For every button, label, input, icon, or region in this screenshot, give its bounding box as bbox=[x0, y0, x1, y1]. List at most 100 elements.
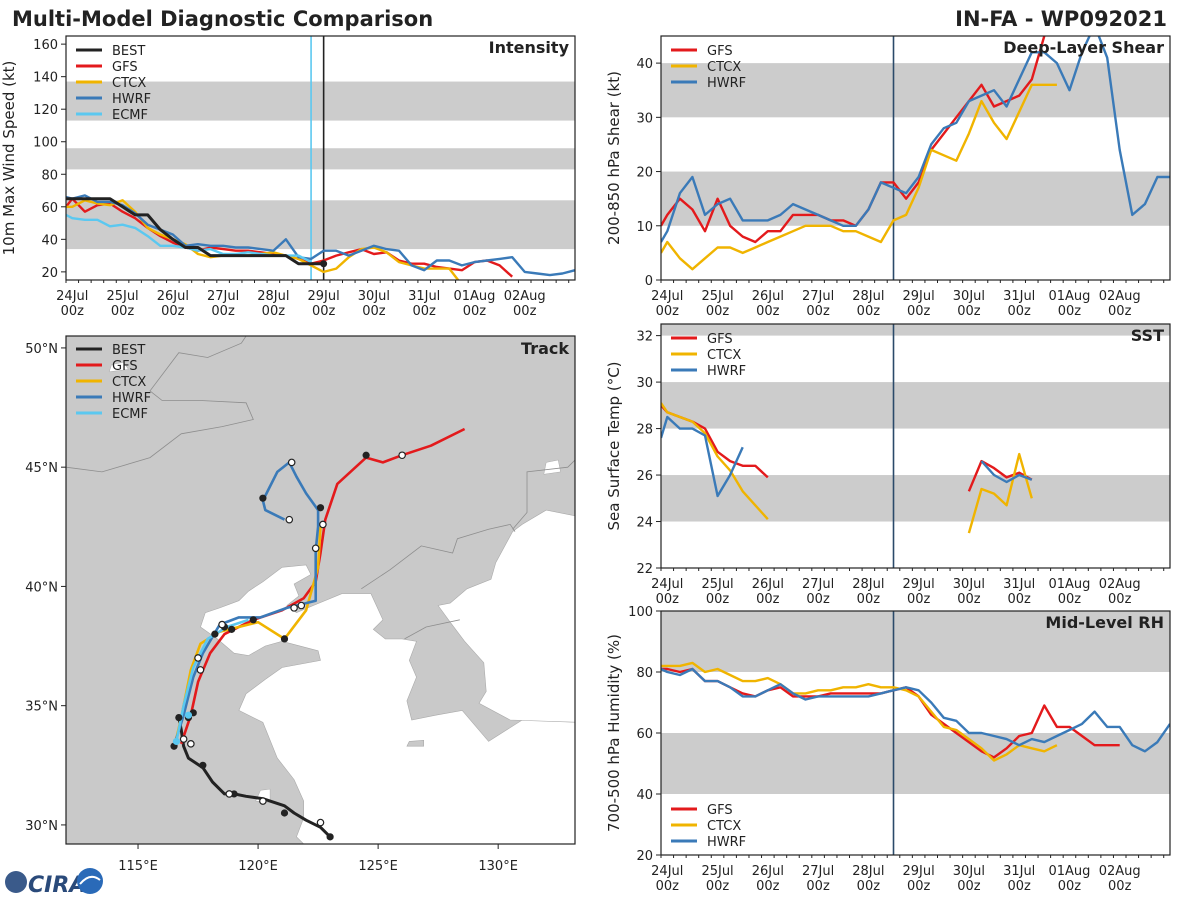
sst-xtick-hour-3: 00z bbox=[806, 592, 830, 607]
country-border-3 bbox=[512, 459, 575, 530]
sst-xtick-hour-5: 00z bbox=[907, 592, 931, 607]
track-marker-open-0 bbox=[316, 818, 325, 827]
intensity-best-last-point bbox=[320, 260, 328, 268]
rh-panel: 20 40 60 80 100 700-500 hPa Humidity (%) 24Jul… bbox=[605, 605, 1171, 894]
lake-khanka bbox=[543, 459, 561, 475]
sst-xtick-day-7: 31Jul bbox=[1003, 577, 1035, 592]
intensity-ytick-label-0: 20 bbox=[41, 266, 58, 281]
sst-legend-label-hwrf: HWRF bbox=[707, 364, 746, 379]
intensity-xtick-hour-0: 00z bbox=[61, 304, 85, 319]
shear-xtick-day-9: 02Aug bbox=[1099, 289, 1141, 304]
intensity-xtick-hour-7: 00z bbox=[412, 304, 436, 319]
sst-xtick-day-3: 27Jul bbox=[802, 577, 834, 592]
shear-ytick-label-0: 0 bbox=[645, 274, 653, 289]
sst-ytick-label-3: 28 bbox=[636, 423, 653, 438]
country-border-2 bbox=[404, 619, 460, 640]
sst-series-hwrf-2 bbox=[661, 415, 744, 498]
rh-ytick-label-3: 80 bbox=[636, 666, 653, 681]
intensity-panel: 20 40 60 80 100 120 140 160 10m Max Wind Speed (… bbox=[0, 35, 576, 319]
rh-ytick-label-1: 40 bbox=[636, 788, 653, 803]
sst-frame bbox=[660, 323, 1171, 569]
intensity-legend-label-ctcx: CTCX bbox=[112, 76, 146, 91]
intensity-band-2 bbox=[66, 81, 575, 121]
track-ytick-label-0: 30°N bbox=[25, 819, 58, 834]
lake-hulun bbox=[108, 361, 129, 373]
track-marker-open-4 bbox=[196, 666, 205, 674]
rh-xtick-day-7: 31Jul bbox=[1003, 864, 1035, 879]
shear-ytick-label-2: 20 bbox=[636, 166, 653, 181]
sst-series-gfs-3 bbox=[967, 459, 1033, 492]
sst-band-1 bbox=[661, 382, 1170, 429]
shear-xtick-hour-7: 00z bbox=[1007, 304, 1031, 319]
track-marker-open-10 bbox=[311, 544, 320, 553]
rh-plot-area bbox=[661, 611, 1170, 855]
track-marker-closed-0 bbox=[326, 833, 334, 841]
track-marker-open-2 bbox=[225, 790, 234, 798]
track-marker-open-5 bbox=[194, 654, 202, 662]
track-ytick-label-4: 50°N bbox=[25, 342, 58, 357]
intensity-xtick-day-0: 24Jul bbox=[56, 289, 88, 304]
rh-xtick-hour-2: 00z bbox=[756, 879, 780, 894]
shear-frame bbox=[660, 35, 1171, 281]
shear-band-1 bbox=[661, 63, 1170, 118]
track-xtick-label-2: 125°E bbox=[358, 859, 398, 874]
sst-xtick-day-9: 02Aug bbox=[1099, 577, 1141, 592]
shear-ytick-label-4: 40 bbox=[636, 57, 653, 72]
track-marker-open-6 bbox=[218, 620, 226, 629]
intensity-xtick-day-2: 26Jul bbox=[157, 289, 189, 304]
rh-ytick-label-0: 20 bbox=[636, 849, 653, 864]
sst-xtick-hour-2: 00z bbox=[756, 592, 780, 607]
rh-ytick-label-2: 60 bbox=[636, 727, 653, 742]
sst-xtick-day-8: 01Aug bbox=[1048, 577, 1090, 592]
sst-xtick-hour-7: 00z bbox=[1007, 592, 1031, 607]
shear-xtick-day-0: 24Jul bbox=[651, 289, 683, 304]
track-marker-closed-12 bbox=[316, 504, 325, 512]
intensity-xtick-day-8: 01Aug bbox=[453, 289, 495, 304]
intensity-series-hwrf-2 bbox=[66, 194, 575, 277]
track-ytick-label-1: 35°N bbox=[25, 700, 58, 715]
intensity-xtick-day-9: 02Aug bbox=[504, 289, 546, 304]
country-border-0 bbox=[66, 336, 254, 473]
sst-band-2 bbox=[661, 324, 1170, 336]
sst-xtick-day-4: 28Jul bbox=[852, 577, 884, 592]
intensity-legend-label-ecmf: ECMF bbox=[112, 108, 148, 123]
intensity-xtick-hour-9: 00z bbox=[513, 304, 537, 319]
shear-xtick-hour-4: 00z bbox=[857, 304, 881, 319]
sst-plot-bg bbox=[661, 324, 1170, 568]
rh-xtick-hour-3: 00z bbox=[806, 879, 830, 894]
track-marker-closed-11 bbox=[280, 635, 289, 643]
track-marker-ecmf-1 bbox=[184, 711, 193, 719]
rh-xtick-hour-7: 00z bbox=[1007, 879, 1031, 894]
shear-xtick-hour-1: 00z bbox=[706, 304, 730, 319]
intensity-ytick-label-7: 160 bbox=[33, 38, 58, 53]
track-marker-closed-4 bbox=[175, 713, 183, 722]
track-legend-label-ecmf: ECMF bbox=[112, 407, 148, 422]
sst-xtick-hour-4: 00z bbox=[857, 592, 881, 607]
shear-xtick-day-4: 28Jul bbox=[852, 289, 884, 304]
track-marker-closed-1 bbox=[280, 809, 289, 817]
track-marker-closed-3 bbox=[199, 761, 207, 769]
rh-xtick-day-8: 01Aug bbox=[1048, 864, 1090, 879]
shear-xtick-hour-0: 00z bbox=[656, 304, 680, 319]
sst-ytick-label-5: 32 bbox=[636, 330, 653, 345]
intensity-xtick-hour-8: 00z bbox=[463, 304, 487, 319]
track-legend-label-ctcx: CTCX bbox=[112, 375, 146, 390]
jeju-island bbox=[406, 739, 424, 747]
track-marker-open-3 bbox=[187, 740, 195, 748]
sst-band-0 bbox=[661, 475, 1170, 522]
sst-legend-label-gfs: GFS bbox=[707, 332, 733, 347]
cira-logo-globe-right bbox=[77, 868, 103, 894]
shear-ytick-label-3: 30 bbox=[636, 111, 653, 126]
rh-xtick-day-9: 02Aug bbox=[1099, 864, 1141, 879]
track-marker-closed-10 bbox=[249, 616, 257, 624]
rh-xtick-day-5: 29Jul bbox=[903, 864, 935, 879]
track-marker-closed-9 bbox=[228, 625, 236, 633]
rh-xtick-day-2: 26Jul bbox=[752, 864, 784, 879]
track-xtick-label-0: 115°E bbox=[118, 859, 158, 874]
sst-xtick-day-5: 29Jul bbox=[903, 577, 935, 592]
